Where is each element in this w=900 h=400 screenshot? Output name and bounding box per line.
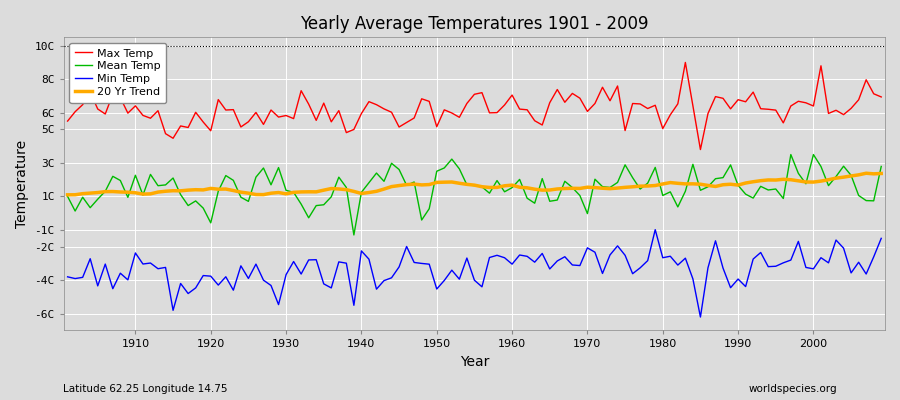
20 Yr Trend xyxy=(122,190,133,195)
Max Temp xyxy=(597,85,608,90)
Mean Temp xyxy=(333,175,344,180)
20 Yr Trend xyxy=(860,171,871,176)
Max Temp xyxy=(122,111,133,116)
Min Temp xyxy=(876,236,886,241)
Min Temp xyxy=(333,260,344,264)
Min Temp xyxy=(122,278,133,282)
Mean Temp xyxy=(288,190,299,195)
Mean Temp xyxy=(786,152,796,157)
Line: Mean Temp: Mean Temp xyxy=(68,154,881,235)
X-axis label: Year: Year xyxy=(460,355,489,369)
Text: worldspecies.org: worldspecies.org xyxy=(749,384,837,394)
Title: Yearly Average Temperatures 1901 - 2009: Yearly Average Temperatures 1901 - 2009 xyxy=(301,15,649,33)
Line: Min Temp: Min Temp xyxy=(68,230,881,317)
20 Yr Trend xyxy=(876,171,886,176)
Min Temp xyxy=(62,274,73,279)
Line: 20 Yr Trend: 20 Yr Trend xyxy=(68,173,881,195)
Max Temp xyxy=(876,94,886,99)
Min Temp xyxy=(597,271,608,276)
Mean Temp xyxy=(507,185,517,190)
20 Yr Trend xyxy=(507,183,517,188)
Min Temp xyxy=(507,262,517,266)
Line: Max Temp: Max Temp xyxy=(68,62,881,150)
Min Temp xyxy=(500,255,510,260)
Max Temp xyxy=(333,108,344,113)
20 Yr Trend xyxy=(597,186,608,191)
Max Temp xyxy=(62,119,73,124)
Max Temp xyxy=(507,93,517,98)
Max Temp xyxy=(695,147,706,152)
Mean Temp xyxy=(876,164,886,169)
Mean Temp xyxy=(514,177,525,182)
20 Yr Trend xyxy=(500,183,510,188)
20 Yr Trend xyxy=(333,186,344,191)
Max Temp xyxy=(680,60,691,65)
Y-axis label: Temperature: Temperature xyxy=(15,140,29,228)
Text: Latitude 62.25 Longitude 14.75: Latitude 62.25 Longitude 14.75 xyxy=(63,384,228,394)
Min Temp xyxy=(288,259,299,264)
20 Yr Trend xyxy=(62,192,73,197)
Max Temp xyxy=(500,102,510,107)
Mean Temp xyxy=(605,185,616,190)
Min Temp xyxy=(695,315,706,320)
Mean Temp xyxy=(348,232,359,237)
Max Temp xyxy=(288,116,299,121)
Min Temp xyxy=(650,227,661,232)
20 Yr Trend xyxy=(288,190,299,195)
Legend: Max Temp, Mean Temp, Min Temp, 20 Yr Trend: Max Temp, Mean Temp, Min Temp, 20 Yr Tre… xyxy=(69,43,166,103)
Mean Temp xyxy=(62,194,73,199)
Mean Temp xyxy=(122,195,133,200)
